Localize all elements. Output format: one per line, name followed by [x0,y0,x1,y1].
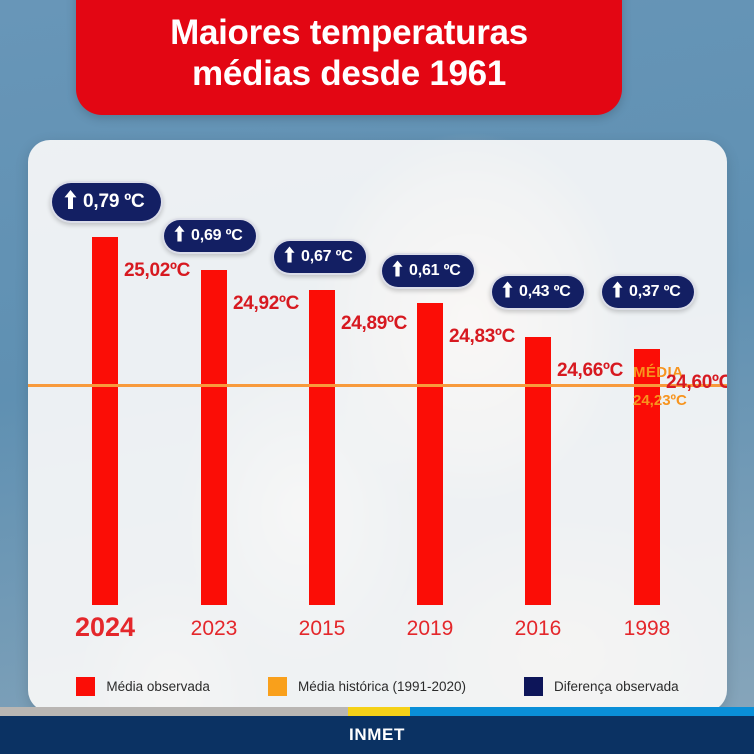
footer-brand: INMET [349,725,405,744]
year-label-2016: 2016 [514,617,562,640]
difference-badge-2024-label: 0,79 ºC [83,191,145,212]
difference-badge-2016: 0,43 ºC [490,274,586,310]
value-label-2016: 24,66ºC [557,360,624,381]
legend-swatch-icon [524,677,544,696]
accent-segment-yellow [348,707,410,716]
arrow-up-icon [284,246,295,268]
bar-2015 [309,290,335,605]
arrow-up-icon [64,190,77,214]
difference-badge-2019: 0,61 ºC [380,253,476,289]
year-label-2019: 2019 [406,617,454,640]
chart-plot-area: MÉDIA 24,23ºC 25,02ºC 24,92ºC 24,89ºC 24… [28,140,727,712]
year-label-2023: 2023 [190,617,238,640]
title-card: Maiores temperaturas médias desde 1961 [76,0,622,115]
media-label: MÉDIA [633,364,684,381]
footer-bar: INMET [0,716,754,754]
legend-label: Média observada [106,679,210,694]
year-label-2015: 2015 [298,617,346,640]
media-reference-line [28,384,727,387]
value-label-1998: 24,60ºC [666,372,727,393]
value-label-2015: 24,89ºC [341,313,408,334]
legend-swatch-icon [76,677,96,696]
year-label-2024: 2024 [74,612,136,642]
chart-legend: Média observada Média histórica (1991-20… [28,677,727,696]
arrow-up-icon [174,225,185,247]
bar-2019 [417,303,443,605]
bar-1998 [634,349,660,605]
bar-2016 [525,337,551,605]
value-label-2023: 24,92ºC [233,293,300,314]
legend-label: Média histórica (1991-2020) [297,679,467,694]
value-label-2024: 25,02ºC [124,260,191,281]
legend-swatch-icon [267,677,287,696]
legend-item-diferenca-observada: Diferença observada [524,677,679,696]
title-line-1: Maiores temperaturas [170,13,528,52]
bar-2023 [201,270,227,605]
arrow-up-icon [612,281,623,303]
value-label-2019: 24,83ºC [449,326,516,347]
legend-item-media-observada: Média observada [76,677,210,696]
legend-item-media-historica: Média histórica (1991-2020) [267,677,467,696]
difference-badge-2023: 0,69 ºC [162,218,258,254]
difference-badge-2016-label: 0,43 ºC [519,283,571,300]
media-value: 24,23ºC [633,392,687,409]
title-line-2: médias desde 1961 [192,54,506,94]
arrow-up-icon [502,281,513,303]
difference-badge-2019-label: 0,61 ºC [409,262,461,279]
difference-badge-2024: 0,79 ºC [50,181,163,223]
accent-segment-gray [0,707,348,716]
difference-badge-2015: 0,67 ºC [272,239,368,275]
difference-badge-2015-label: 0,67 ºC [301,248,353,265]
accent-segment-blue [410,707,754,716]
difference-badge-1998-label: 0,37 ºC [629,283,681,300]
difference-badge-1998: 0,37 ºC [600,274,696,310]
year-label-1998: 1998 [623,617,671,640]
bar-2024 [92,237,118,605]
legend-label: Diferença observada [554,679,679,694]
difference-badge-2023-label: 0,69 ºC [191,227,243,244]
chart-card: MÉDIA 24,23ºC 25,02ºC 24,92ºC 24,89ºC 24… [28,140,727,712]
footer-accent-strip [0,707,754,716]
arrow-up-icon [392,260,403,282]
